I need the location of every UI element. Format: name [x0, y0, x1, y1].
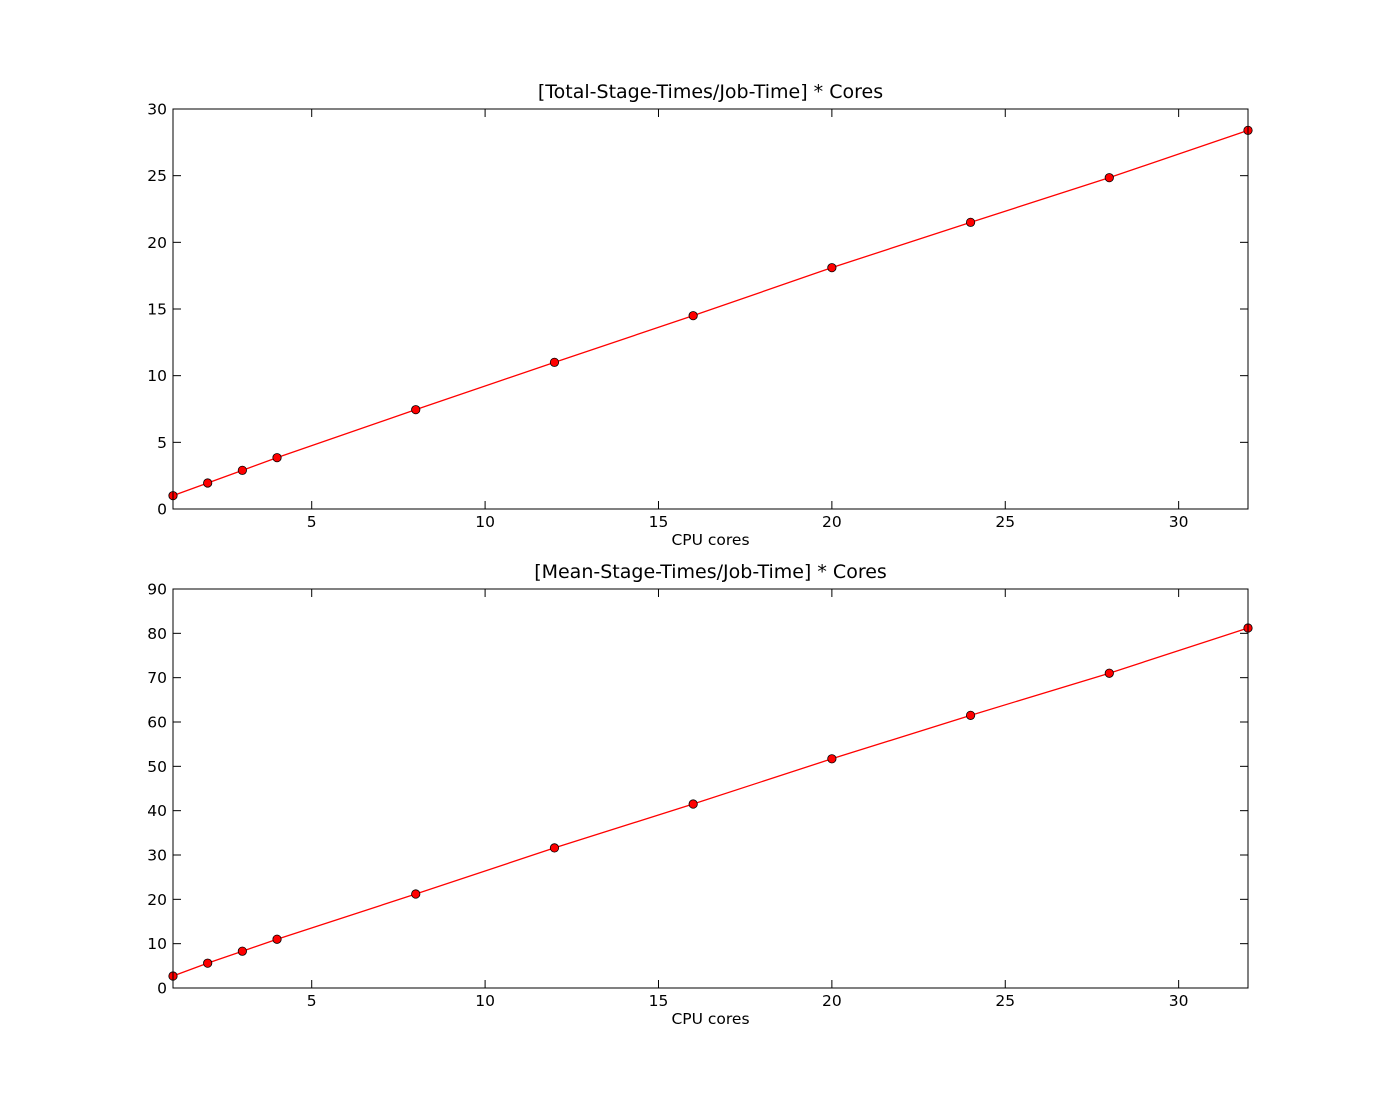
chart-panel-1: [Total-Stage-Times/Job-Time] * Cores 5 10 1…: [147, 81, 1253, 549]
x-tick-label: 20: [822, 513, 842, 531]
data-point: [965, 217, 976, 227]
y-tick-label: 50: [147, 758, 167, 776]
y-tick-label: 15: [147, 301, 167, 319]
data-point: [688, 799, 698, 809]
y-tick-label: 90: [147, 581, 167, 599]
y-tick-label: 5: [157, 434, 167, 452]
plot-area-frame: [172, 588, 1249, 989]
x-axis-label: CPU cores: [671, 1010, 749, 1028]
y-tick-label: 30: [147, 101, 167, 119]
y-tick-label: 40: [147, 802, 167, 820]
y-tick-label: 10: [147, 367, 167, 385]
data-point: [411, 889, 421, 899]
data-point: [1104, 668, 1114, 678]
y-tick-label: 20: [147, 234, 167, 252]
chart-title: [Total-Stage-Times/Job-Time] * Cores: [538, 81, 883, 103]
data-point: [827, 263, 837, 273]
data-point: [1104, 173, 1114, 183]
y-tick-label: 30: [147, 847, 167, 865]
x-tick-label: 30: [1169, 513, 1189, 531]
x-tick-label: 5: [307, 992, 317, 1010]
data-point: [237, 946, 247, 956]
data-point: [272, 934, 282, 944]
y-tick-label: 20: [147, 891, 167, 909]
x-tick-label: 5: [307, 513, 317, 531]
x-axis-label: CPU cores: [671, 531, 749, 549]
x-tick-label: 25: [995, 513, 1015, 531]
chart-panel-2: [Mean-Stage-Times/Job-Time] * Cores 5 10 15…: [147, 561, 1253, 1028]
y-tick-label: 25: [147, 167, 167, 185]
data-point: [203, 958, 213, 968]
chart-title: [Mean-Stage-Times/Job-Time] * Cores: [534, 561, 887, 583]
plot-area-frame: [172, 108, 1249, 510]
data-point: [237, 465, 247, 475]
data-point: [965, 710, 976, 720]
series-line: [172, 627, 1249, 977]
y-tick-label: 10: [147, 935, 167, 953]
data-point: [203, 478, 213, 488]
x-tick-label: 10: [475, 513, 495, 531]
y-tick-label: 80: [147, 625, 167, 643]
data-point: [549, 357, 560, 367]
y-tick-label: 70: [147, 669, 167, 687]
x-tick-label: 20: [822, 992, 842, 1010]
x-tick-label: 10: [475, 992, 495, 1010]
x-tick-label: 30: [1169, 992, 1189, 1010]
data-point: [272, 453, 282, 463]
x-tick-label: 15: [649, 992, 669, 1010]
data-point: [411, 405, 421, 415]
data-point: [827, 754, 837, 764]
x-tick-label: 15: [649, 513, 669, 531]
y-tick-label: 0: [157, 980, 167, 998]
y-tick-label: 0: [157, 501, 167, 519]
data-point: [549, 843, 560, 853]
data-point: [688, 311, 698, 321]
y-tick-label: 60: [147, 714, 167, 732]
series-line: [172, 129, 1249, 497]
x-tick-label: 25: [995, 992, 1015, 1010]
